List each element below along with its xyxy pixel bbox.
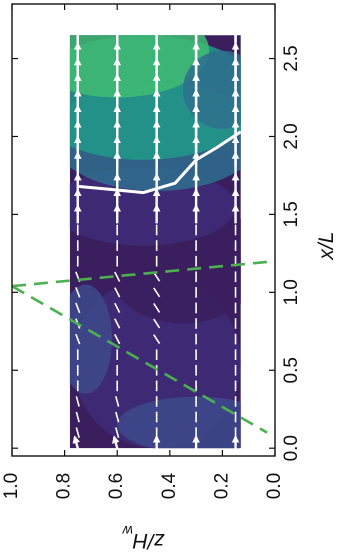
y-tick-label: 0.8 (54, 473, 75, 499)
vector-arrow (75, 411, 80, 423)
contour-isoline (77, 130, 242, 195)
y-tick-label: 0.4 (159, 472, 180, 499)
vector-arrow (75, 302, 81, 314)
vector-arrow (153, 287, 161, 298)
y-axis-ticks: 0.0 0.2 0.4 0.6 0.8 1.0 (1, 4, 285, 499)
vector-arrow (115, 396, 120, 407)
vector-arrow (115, 427, 120, 438)
vector-arrow (114, 334, 121, 345)
vector-arrow (75, 333, 81, 345)
vector-arrow (75, 287, 81, 298)
x-tick-label: 0.5 (281, 357, 302, 383)
x-axis-title: x/L (315, 232, 338, 261)
dashed-line-0 (11, 284, 268, 434)
vector-arrow (114, 271, 121, 282)
field-region-8 (182, 50, 241, 129)
y-axis-title-subscript: w (122, 523, 133, 539)
x-tick-label: 2.0 (281, 123, 302, 149)
vector-arrow (75, 396, 80, 407)
y-axis-title: z/Hw (122, 523, 166, 552)
y-tick-label: 0.0 (264, 473, 285, 499)
field-region-2 (117, 396, 241, 449)
vector-arrow (153, 303, 161, 313)
vector-arrow (114, 318, 121, 329)
x-tick-label: 1.0 (281, 279, 302, 305)
dashed-line-1 (11, 259, 276, 288)
vector-arrow (153, 334, 161, 345)
vector-arrow (115, 411, 120, 423)
plot-frame (11, 3, 276, 457)
y-tick-label: 0.2 (211, 473, 232, 499)
x-tick-label: 0.0 (281, 435, 302, 461)
vector-arrow (75, 427, 80, 438)
field-region-7 (69, 35, 210, 98)
x-axis-ticks: 0.0 0.5 1.0 1.5 2.0 2.5 (12, 45, 302, 461)
y-tick-label: 1.0 (1, 473, 22, 499)
x-tick-label: 2.5 (281, 45, 302, 71)
vector-arrow (114, 302, 121, 314)
isoline-curve (77, 130, 242, 195)
y-tick-label: 0.6 (106, 473, 127, 499)
vector-arrow (153, 318, 161, 329)
green-dashed-lines (11, 259, 276, 434)
x-tick-label: 1.5 (281, 201, 302, 227)
field-region-3 (69, 284, 112, 394)
vector-arrow (114, 287, 121, 298)
color-field (69, 35, 241, 449)
